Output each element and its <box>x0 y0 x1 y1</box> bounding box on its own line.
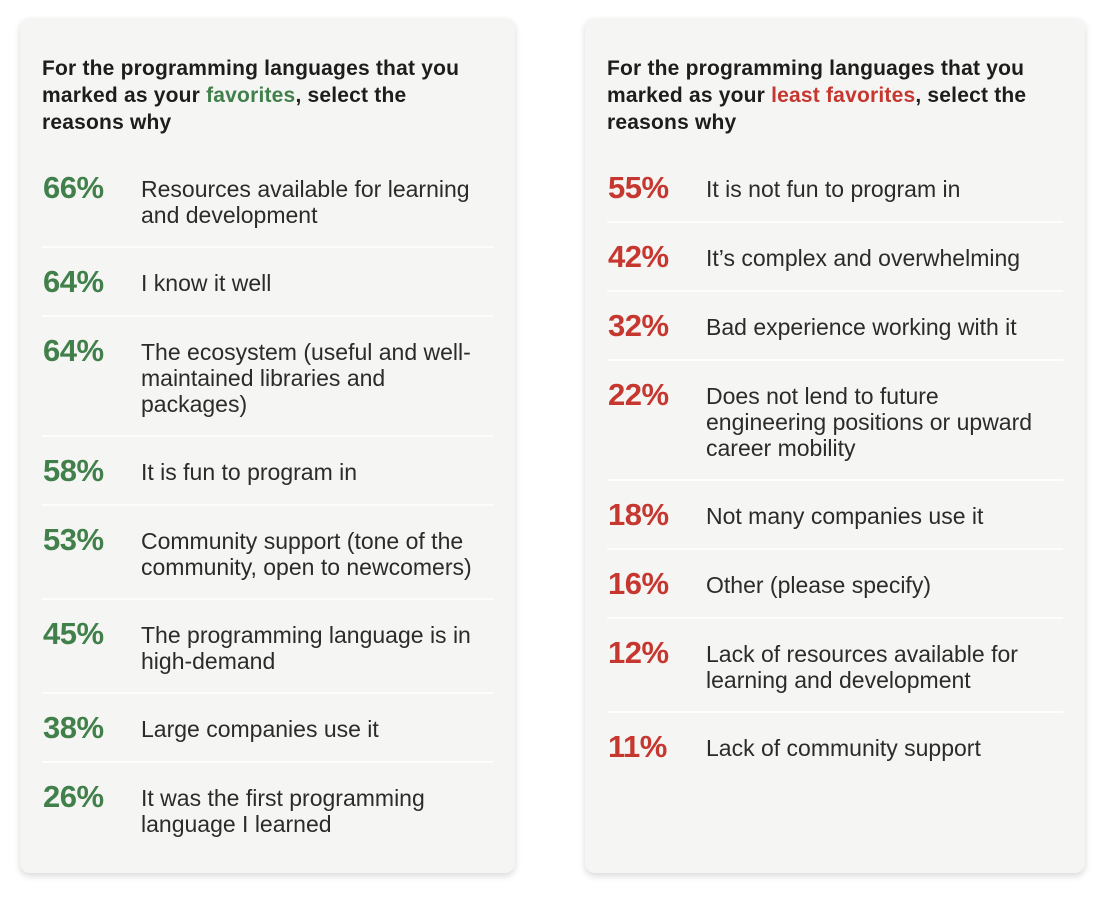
reason-text: I know it well <box>141 270 272 297</box>
favorites-panel: For the programming languages that you m… <box>20 18 515 873</box>
reason-text: Does not lend to future engineering posi… <box>706 383 1033 462</box>
percent-value: 42% <box>608 239 669 275</box>
reason-text: Lack of community support <box>706 735 981 762</box>
reason-row: 32% Bad experience working with it <box>607 290 1063 359</box>
percent-value: 53% <box>43 522 104 558</box>
percent-value: 58% <box>43 453 104 489</box>
percent-value: 64% <box>43 264 104 300</box>
reason-list: 66% Resources available for learning and… <box>42 154 493 855</box>
reason-text: It was the first programming language I … <box>141 785 425 838</box>
reason-text: The ecosystem (useful and well-maintaine… <box>141 339 471 418</box>
percent-value: 32% <box>608 308 669 344</box>
reason-text: Bad experience working with it <box>706 314 1017 341</box>
reason-row: 11% Lack of community support <box>607 711 1063 780</box>
title-suffix: , select the reasons why <box>42 84 407 135</box>
reason-row: 22% Does not lend to future engineering … <box>607 359 1063 479</box>
percent-value: 26% <box>43 779 104 815</box>
percent-value: 55% <box>608 170 669 206</box>
percent-value: 38% <box>43 710 104 746</box>
reason-row: 16% Other (please specify) <box>607 548 1063 617</box>
reason-row: 64% I know it well <box>42 246 493 315</box>
reason-row: 53% Community support (tone of the commu… <box>42 504 493 598</box>
reason-row: 64% The ecosystem (useful and well-maint… <box>42 315 493 435</box>
percent-value: 16% <box>608 566 669 602</box>
reason-text: It is fun to program in <box>141 459 358 486</box>
reason-text: The programming language is in high-dema… <box>141 622 471 675</box>
reason-row: 42% It’s complex and overwhelming <box>607 221 1063 290</box>
reason-row: 55% It is not fun to program in <box>607 154 1063 221</box>
reason-text: Not many companies use it <box>706 503 984 530</box>
title-highlight: least favorites <box>771 84 916 108</box>
reason-row: 26% It was the first programming languag… <box>42 761 493 855</box>
title-highlight: favorites <box>206 84 296 108</box>
reason-row: 12% Lack of resources available for lear… <box>607 617 1063 711</box>
reason-text: Community support (tone of the community… <box>141 528 472 581</box>
reason-row: 58% It is fun to program in <box>42 435 493 504</box>
panel-title: For the programming languages that you m… <box>607 55 1063 136</box>
reason-text: It is not fun to program in <box>706 176 961 203</box>
reason-row: 18% Not many companies use it <box>607 479 1063 548</box>
reason-list: 55% It is not fun to program in 42% It’s… <box>607 154 1063 780</box>
reason-text: Lack of resources available for learning… <box>706 641 1018 694</box>
reason-row: 45% The programming language is in high-… <box>42 598 493 692</box>
least-favorites-panel: For the programming languages that you m… <box>585 18 1085 873</box>
reason-row: 38% Large companies use it <box>42 692 493 761</box>
reason-text: Large companies use it <box>141 716 379 743</box>
percent-value: 18% <box>608 497 669 533</box>
reason-text: Resources available for learning and dev… <box>141 176 470 229</box>
percent-value: 66% <box>43 170 104 206</box>
title-suffix: , select the reasons why <box>607 84 1027 135</box>
percent-value: 11% <box>608 729 667 765</box>
title-prefix: For the programming languages that you m… <box>42 57 460 108</box>
panel-title: For the programming languages that you m… <box>42 55 493 136</box>
percent-value: 22% <box>608 377 669 413</box>
reason-row: 66% Resources available for learning and… <box>42 154 493 246</box>
title-prefix: For the programming languages that you m… <box>607 57 1025 108</box>
percent-value: 64% <box>43 333 104 369</box>
reason-text: Other (please specify) <box>706 572 931 599</box>
reason-text: It’s complex and overwhelming <box>706 245 1021 272</box>
percent-value: 12% <box>608 635 669 671</box>
percent-value: 45% <box>43 616 104 652</box>
